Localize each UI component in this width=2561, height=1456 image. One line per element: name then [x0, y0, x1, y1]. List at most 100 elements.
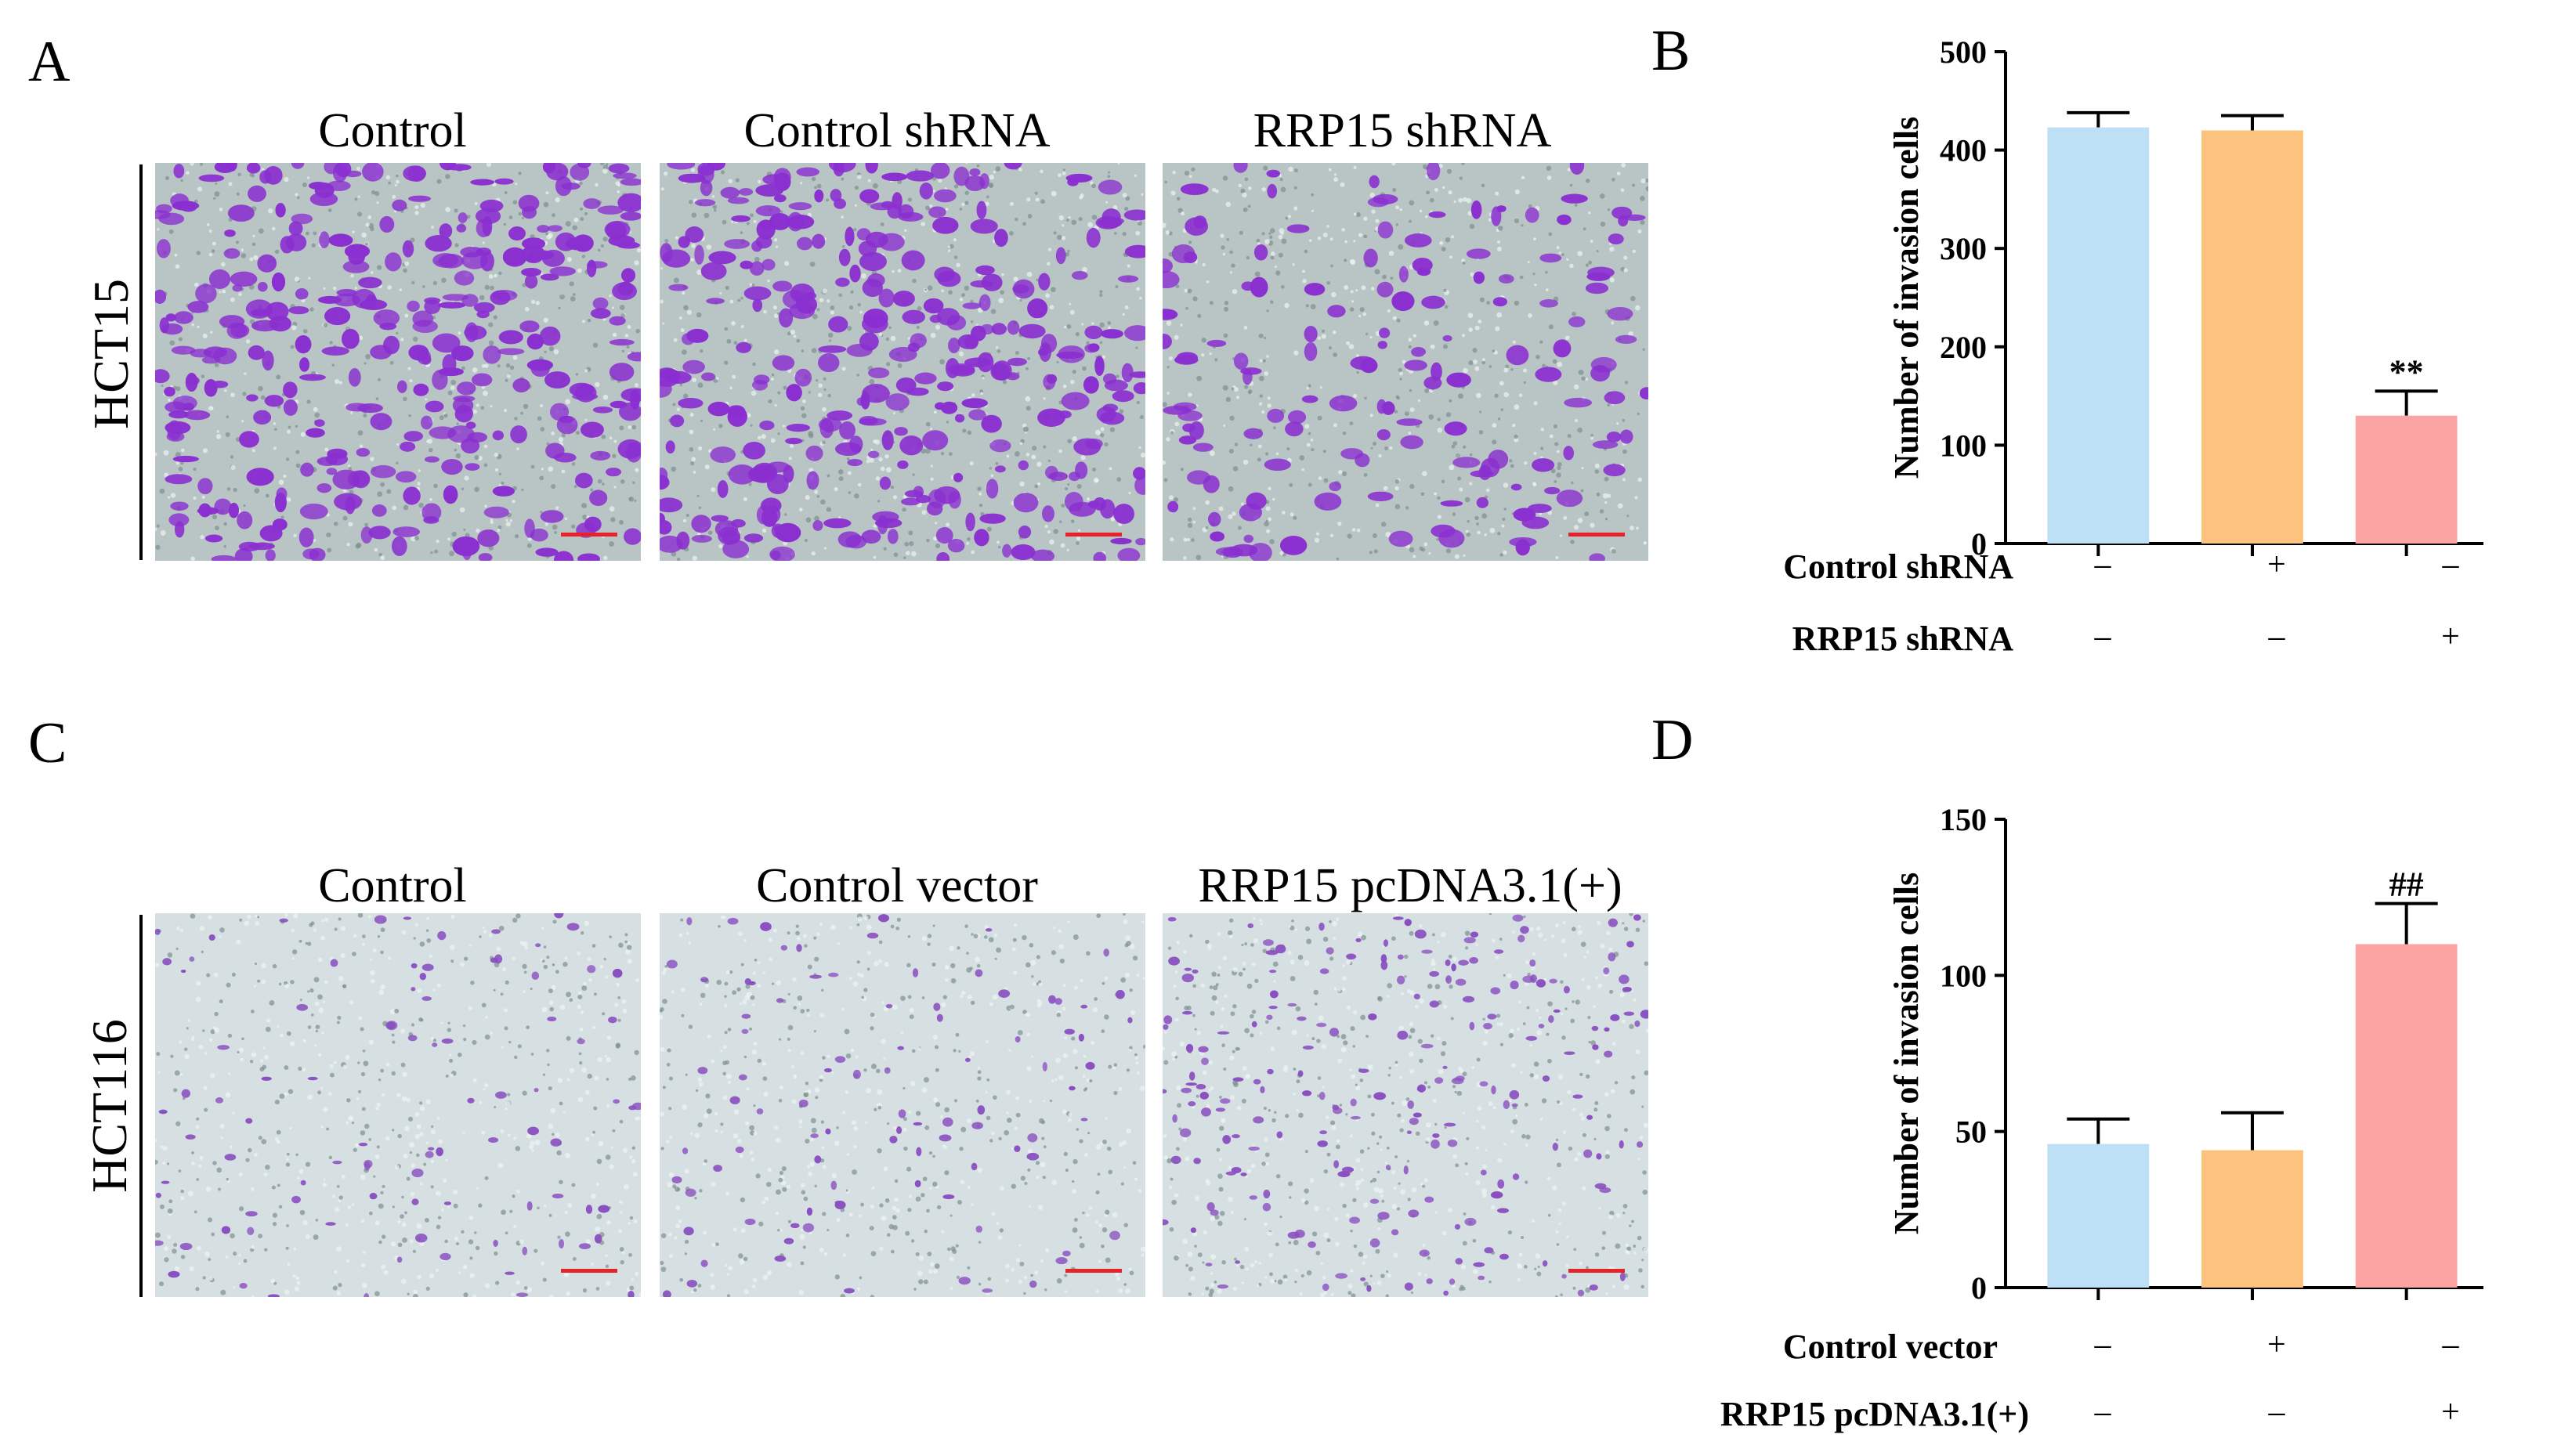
membrane-pore: [468, 944, 472, 947]
membrane-pore: [742, 999, 747, 1005]
stained-cell: [295, 334, 312, 354]
membrane-pore: [1299, 455, 1305, 461]
membrane-pore: [1079, 1236, 1083, 1239]
stained-cell: [936, 552, 950, 561]
stained-cell: [257, 254, 277, 273]
membrane-pore: [846, 326, 852, 331]
membrane-pore: [1097, 1172, 1101, 1176]
membrane-pore: [802, 399, 806, 403]
membrane-pore: [942, 995, 947, 999]
membrane-pore: [1264, 1137, 1268, 1142]
membrane-pore: [409, 379, 413, 383]
membrane-pore: [1070, 379, 1075, 385]
row-label-hct15: HCT15: [83, 279, 139, 429]
membrane-pore: [1036, 1003, 1042, 1008]
membrane-pore: [602, 168, 608, 174]
membrane-pore: [375, 397, 379, 400]
stained-cell: [265, 549, 276, 561]
membrane-pore: [780, 1228, 783, 1232]
membrane-pore: [450, 959, 454, 963]
membrane-pore: [1194, 1195, 1200, 1201]
membrane-pore: [1561, 253, 1564, 257]
stained-cell: [862, 278, 883, 298]
stained-cell: [910, 333, 927, 349]
membrane-pore: [321, 1031, 324, 1035]
membrane-pore: [516, 447, 519, 450]
stained-cell: [670, 414, 685, 428]
membrane-pore: [1458, 197, 1463, 203]
membrane-pore: [1427, 1085, 1431, 1089]
membrane-pore: [877, 1148, 882, 1154]
stained-cell: [810, 1133, 819, 1139]
membrane-pore: [422, 285, 425, 288]
membrane-pore: [1047, 459, 1051, 463]
membrane-pore: [754, 256, 760, 262]
membrane-pore: [1356, 354, 1359, 357]
membrane-pore: [1124, 972, 1130, 978]
membrane-pore: [402, 1071, 407, 1077]
membrane-pore: [740, 963, 744, 966]
membrane-pore: [400, 1214, 404, 1219]
membrane-pore: [1563, 515, 1568, 520]
membrane-pore: [884, 1198, 890, 1203]
membrane-pore: [332, 1285, 338, 1291]
membrane-pore: [712, 204, 718, 210]
membrane-pore: [258, 1234, 263, 1239]
stained-cell: [666, 959, 678, 969]
membrane-pore: [960, 995, 964, 999]
stained-cell: [279, 918, 288, 923]
membrane-pore: [380, 482, 385, 487]
membrane-pore: [997, 349, 1001, 353]
membrane-pore: [461, 1230, 465, 1234]
stained-cell: [678, 173, 706, 183]
stained-cell: [1002, 544, 1012, 558]
membrane-pore: [314, 1044, 317, 1047]
membrane-pore: [1624, 381, 1629, 385]
membrane-pore: [707, 1034, 711, 1039]
membrane-pore: [668, 1076, 673, 1081]
stained-cell: [971, 1162, 978, 1171]
membrane-pore: [1421, 547, 1426, 552]
stained-cell: [456, 224, 467, 233]
membrane-pore: [1408, 345, 1412, 349]
stained-cell: [1404, 359, 1427, 371]
stained-cell: [1243, 368, 1253, 385]
stained-cell: [620, 178, 641, 186]
membrane-pore: [704, 1159, 707, 1163]
membrane-pore: [1363, 216, 1368, 221]
membrane-pore: [1082, 266, 1087, 273]
membrane-pore: [808, 391, 811, 394]
membrane-pore: [682, 518, 686, 522]
membrane-pore: [1547, 1213, 1551, 1217]
membrane-pore: [816, 308, 820, 312]
membrane-pore: [404, 313, 409, 318]
membrane-pore: [726, 1294, 731, 1297]
membrane-pore: [403, 504, 409, 511]
stained-cell: [283, 381, 298, 399]
membrane-pore: [998, 1136, 1002, 1141]
membrane-pore: [1503, 392, 1509, 398]
stained-cell: [306, 428, 325, 438]
stained-cell: [544, 371, 570, 389]
membrane-pore: [820, 499, 826, 505]
membrane-pore: [1604, 518, 1608, 521]
membrane-pore: [579, 182, 583, 186]
stained-cell: [1506, 345, 1529, 366]
membrane-pore: [261, 963, 266, 969]
stained-cell: [728, 464, 756, 485]
membrane-pore: [1163, 460, 1167, 465]
membrane-pore: [1554, 480, 1557, 483]
membrane-pore: [1001, 273, 1004, 276]
stained-cell: [438, 367, 464, 377]
membrane-pore: [1285, 1114, 1290, 1118]
stained-cell: [812, 233, 826, 249]
stained-cell: [215, 1097, 224, 1104]
membrane-pore: [850, 1048, 855, 1053]
membrane-pore: [668, 1107, 672, 1111]
stained-cell: [1006, 372, 1020, 381]
stained-cell: [683, 1227, 694, 1236]
membrane-pore: [179, 1040, 183, 1044]
membrane-pore: [1482, 1193, 1487, 1198]
membrane-pore: [482, 241, 485, 244]
stained-cell: [1615, 334, 1637, 344]
